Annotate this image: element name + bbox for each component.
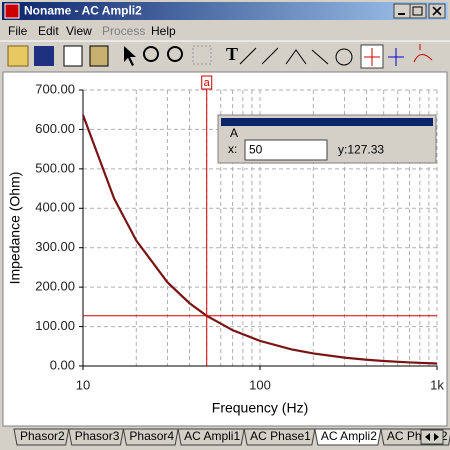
cursor-a-glyph [364,48,380,66]
tabs: Phasor2 Phasor3 Phasor4 AC Ampli1 AC Phase1 A… [13,428,450,446]
y-tick-label: 700.00 [35,81,75,96]
y-tick-label: 100.00 [35,318,75,333]
tab-label[interactable]: AC Ampli2 [321,429,377,443]
cursor-x-value[interactable]: 50 [249,143,263,157]
maximize-glyph [412,6,423,16]
tab[interactable] [13,428,70,446]
cursor-marker: a [204,77,211,89]
cursor-marker-box[interactable] [201,75,213,90]
tab-scroll-arrows [425,433,439,441]
tab-label[interactable]: AC Phase1 [250,429,311,443]
cursor-name: A [230,126,238,140]
y-tick-label: 400.00 [35,200,75,215]
cursor-x-prefix: x: [228,142,237,156]
tab-label[interactable]: AC Ampli1 [184,429,240,443]
cursor-y-readout: y:127.33 [338,143,384,157]
cursor-box-titlebar [221,118,433,126]
menu-item[interactable]: File [8,24,28,38]
tab-scroll[interactable] [420,429,444,445]
save-button[interactable] [34,46,54,66]
tab[interactable] [243,428,316,446]
y-axis-label: Impedance (Ohm) [7,172,23,285]
x-tick-label: 1k [430,377,444,392]
x-tick-label: 10 [76,377,90,392]
x-tick-label: 100 [249,377,271,392]
menu-item[interactable]: View [66,24,92,38]
app-icon [4,3,20,19]
tab[interactable] [122,428,179,446]
cursor-x-input[interactable] [244,139,328,161]
cursor-y-value: 127.33 [347,143,384,157]
cursor-b-button[interactable] [388,48,404,66]
circle-button[interactable] [335,48,353,66]
open-button[interactable] [7,45,29,67]
maximize-button[interactable] [409,3,427,19]
tool-buttons[interactable] [239,47,307,65]
toolbar: T [7,44,433,69]
menu-item[interactable]: Process [102,24,145,38]
cursor-y-prefix: y: [338,143,347,157]
close-glyph [432,6,442,16]
y-tick-label: 600.00 [35,121,75,136]
menu-bar: File Edit View Process Help [8,24,176,38]
grid-button[interactable] [192,45,212,65]
zoom-out-button[interactable] [167,46,183,62]
window-title: Noname - AC Ampli2 [24,4,142,18]
wave-button[interactable] [413,44,433,63]
window-buttons [393,3,446,19]
tab-label[interactable]: Phasor4 [129,429,174,443]
line-button[interactable] [311,49,329,65]
tab[interactable] [314,428,382,446]
menu-item[interactable]: Help [151,24,176,38]
copy-button[interactable] [63,45,83,67]
menu-item[interactable]: Edit [38,24,59,38]
paste-button[interactable] [89,45,109,67]
x-axis-label: Frequency (Hz) [212,400,308,416]
y-tick-label: 200.00 [35,279,75,294]
y-tick-label: 500.00 [35,160,75,175]
y-tick-label: 0.00 [50,357,75,372]
zoom-in-button[interactable] [143,46,159,62]
tab[interactable] [68,428,125,446]
cursor-box: A x: 50 y:127.33 [217,114,437,164]
tab[interactable] [177,428,245,446]
tab-label[interactable]: Phasor3 [75,429,120,443]
y-tick-label: 300.00 [35,239,75,254]
tab-label[interactable]: Phasor2 [20,429,65,443]
text-button[interactable]: T [226,44,238,64]
pointer-button[interactable] [124,46,136,66]
title-bar [2,2,448,20]
minimize-button[interactable] [393,3,411,19]
data-line [81,114,438,365]
